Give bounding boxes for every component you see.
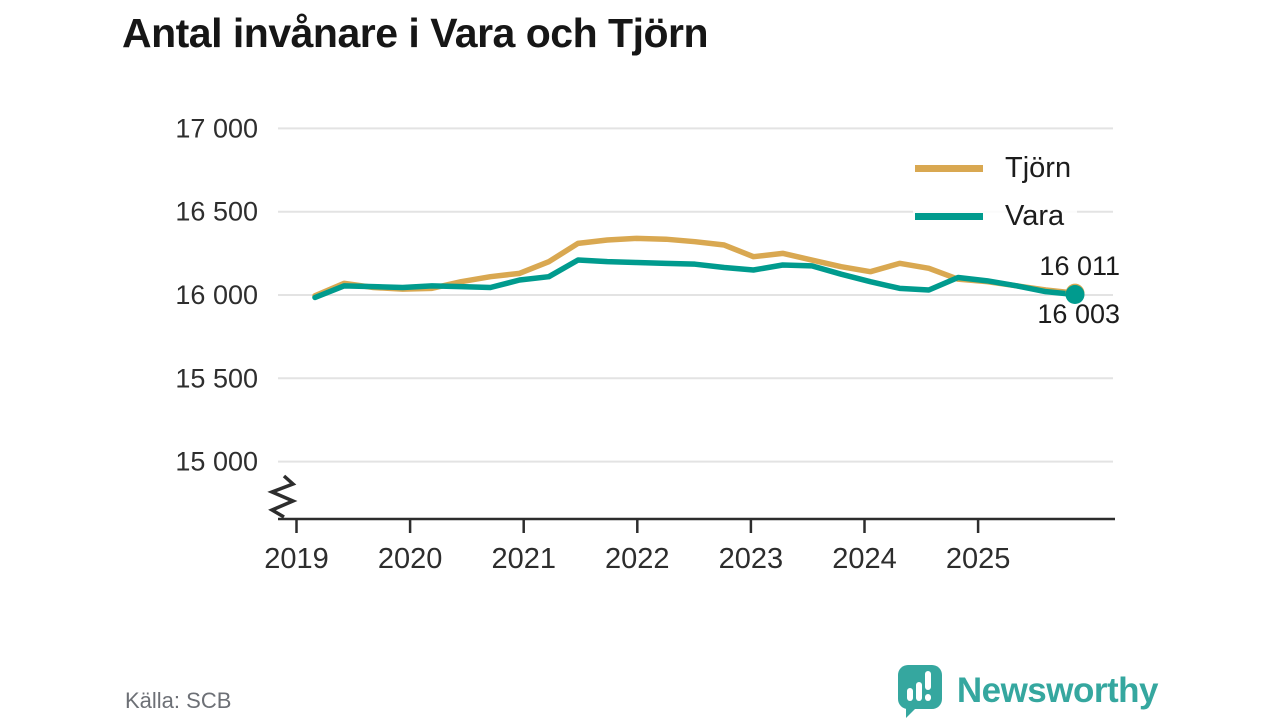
chart-legend: Tjörn Vara [913,146,1078,238]
svg-text:16 000: 16 000 [175,280,258,310]
svg-text:2022: 2022 [605,543,670,575]
brand-logo: Newsworthy [895,662,1159,720]
end-value-tjorn: 16 011 [1039,251,1120,281]
legend-label-tjorn: Tjörn [1005,151,1072,184]
svg-text:15 000: 15 000 [175,447,258,477]
svg-text:17 000: 17 000 [175,113,258,143]
svg-text:2020: 2020 [378,543,443,575]
svg-text:2024: 2024 [832,543,897,575]
newsworthy-icon [897,665,942,718]
chart-title: Antal invånare i Vara och Tjörn [122,10,709,56]
brand-wordmark: Newsworthy [956,671,1159,710]
legend-item-tjorn: Tjörn [913,146,1078,190]
svg-text:16 500: 16 500 [175,197,258,227]
axis-break-icon [267,474,298,519]
end-value-vara: 16 003 [1037,299,1120,329]
svg-text:2023: 2023 [719,543,784,575]
legend-item-vara: Vara [913,194,1078,238]
legend-swatch-tjorn [915,164,983,172]
svg-text:2019: 2019 [264,543,329,575]
svg-text:2025: 2025 [946,543,1011,575]
source-note: Källa: SCB [125,688,232,713]
svg-text:15 500: 15 500 [175,363,258,393]
legend-swatch-vara [915,212,983,220]
legend-label-vara: Vara [1005,199,1065,232]
svg-text:2021: 2021 [491,543,556,575]
